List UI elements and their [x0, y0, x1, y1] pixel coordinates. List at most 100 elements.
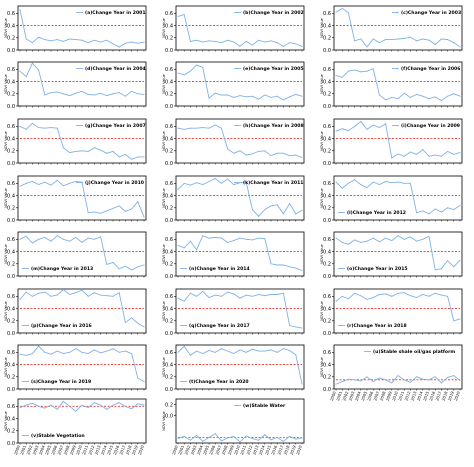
data-point	[112, 93, 114, 95]
y-axis-label: NDVI Value	[320, 131, 324, 150]
data-point	[112, 43, 114, 45]
x-tick-label: 2020	[295, 444, 303, 455]
data-point	[100, 41, 102, 43]
data-point	[196, 434, 198, 436]
data-point	[447, 39, 449, 41]
data-point	[87, 353, 89, 355]
data-point	[397, 235, 399, 237]
data-point	[75, 150, 77, 152]
data-point	[69, 351, 71, 353]
data-point	[131, 269, 133, 271]
data-point	[360, 184, 362, 186]
x-tick-label: 2017	[276, 444, 284, 455]
data-point	[38, 238, 40, 240]
data-point	[50, 92, 52, 94]
data-point	[81, 351, 83, 353]
data-point	[422, 238, 424, 240]
data-point	[124, 322, 126, 324]
data-point	[124, 153, 126, 155]
y-tick-label: 0.2	[7, 36, 15, 42]
data-point	[189, 292, 191, 294]
x-tick-label: 2010	[391, 390, 399, 401]
data-point	[276, 42, 278, 44]
y-tick-label: 0.2	[323, 319, 331, 325]
data-point	[19, 70, 21, 72]
data-point	[118, 402, 120, 404]
data-point	[31, 181, 33, 182]
data-point	[347, 12, 349, 14]
data-point	[100, 212, 102, 214]
data-point	[264, 94, 266, 96]
y-tick-label: 0.0	[323, 274, 331, 280]
y-tick-label: 0.2	[165, 36, 173, 42]
x-tick-label: 2012	[403, 390, 411, 401]
data-point	[50, 295, 52, 297]
data-point	[422, 149, 424, 151]
data-point	[409, 182, 411, 184]
y-tick-label: 0.4	[7, 23, 15, 29]
data-point	[233, 41, 235, 43]
data-point	[137, 201, 139, 203]
y-tick-label: 0.0	[323, 387, 331, 393]
data-point	[416, 153, 418, 155]
data-point	[403, 155, 405, 157]
data-point	[183, 14, 185, 16]
data-point	[378, 377, 380, 379]
data-point	[56, 294, 58, 296]
data-point	[31, 122, 33, 124]
data-point	[25, 182, 27, 184]
data-point	[50, 127, 52, 129]
data-point	[131, 317, 133, 319]
data-point	[106, 152, 108, 154]
data-point	[44, 181, 46, 183]
data-point	[397, 292, 399, 294]
y-axis-label: NDVI Value	[162, 301, 166, 320]
data-point	[202, 440, 204, 442]
data-point	[38, 184, 40, 186]
data-point	[409, 96, 411, 98]
y-axis-label: NDVI Value	[162, 244, 166, 263]
data-point	[106, 408, 108, 410]
data-point	[202, 67, 204, 68]
y-tick-label: 0.4	[7, 416, 15, 422]
data-point	[258, 39, 260, 41]
y-axis-label: NDVI Value	[162, 131, 166, 150]
data-point	[69, 95, 71, 97]
data-point	[214, 124, 216, 126]
data-point	[106, 350, 108, 352]
data-point	[270, 349, 272, 351]
x-tick-label: 2000	[171, 444, 179, 455]
y-axis-label: NDVI Value	[320, 74, 324, 93]
x-tick-label: 2013	[94, 444, 102, 455]
data-point	[202, 235, 204, 237]
data-point	[208, 297, 210, 299]
y-tick-label: 0.6	[165, 350, 173, 356]
y-tick-label: 0.4	[323, 23, 331, 29]
data-point	[214, 92, 216, 94]
x-tick-label: 2003	[348, 390, 356, 401]
data-point	[81, 289, 83, 291]
data-point	[264, 350, 266, 352]
data-point	[347, 130, 349, 132]
data-point	[220, 127, 222, 129]
data-point	[25, 76, 27, 78]
data-point	[354, 69, 356, 71]
data-point	[245, 351, 247, 353]
data-point	[434, 96, 436, 98]
legend-label: (u)Stable shale oil/gas platform	[373, 349, 455, 355]
data-point	[459, 152, 461, 154]
data-point	[177, 127, 179, 129]
data-point	[391, 182, 393, 184]
data-point	[453, 42, 455, 44]
data-point	[183, 128, 185, 130]
data-point	[75, 348, 77, 350]
data-point	[378, 42, 380, 44]
data-point	[366, 46, 368, 48]
data-point	[177, 72, 179, 74]
data-point	[214, 237, 216, 238]
data-point	[208, 237, 210, 239]
